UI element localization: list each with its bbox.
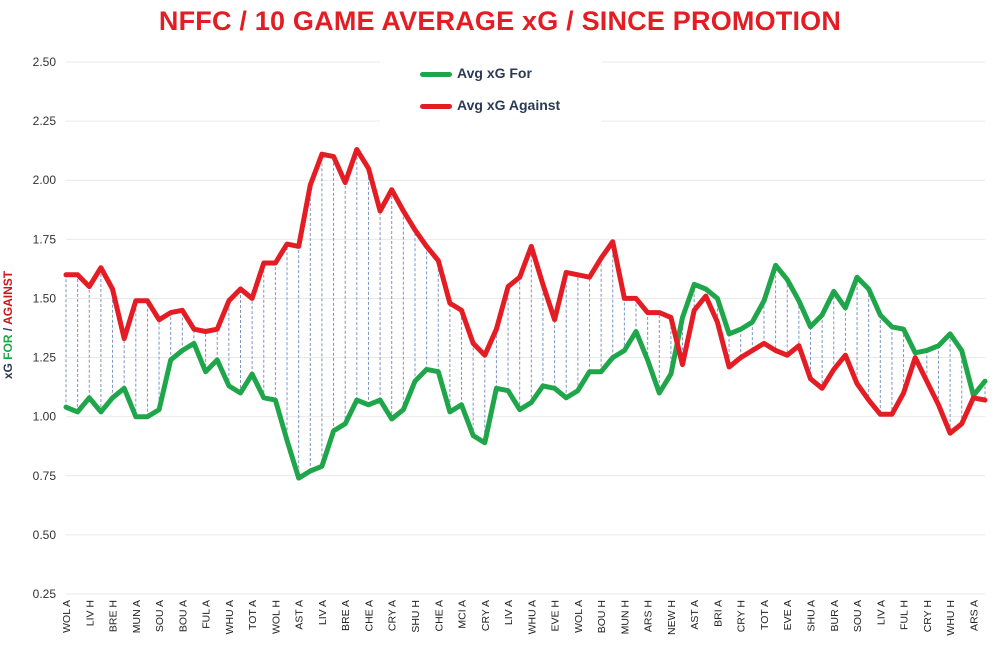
x-tick-label: ARS A	[968, 600, 980, 631]
x-tick-label: ARS H	[643, 600, 655, 632]
x-tick-label: EVE H	[550, 600, 562, 632]
x-tick-label: CHE A	[433, 600, 445, 632]
x-tick-label: WHU A	[224, 600, 236, 634]
x-tick-label: BRI A	[712, 600, 724, 627]
y-tick-label: 2.00	[33, 173, 57, 187]
x-tick-label: CHE A	[363, 600, 375, 632]
x-tick-label: AST A	[294, 600, 306, 630]
series-lines	[63, 147, 988, 481]
x-tick-label: BOU A	[177, 600, 189, 632]
x-tick-label: FUL A	[201, 600, 213, 629]
x-tick-label: CRY A	[387, 600, 399, 631]
y-tick-label: 2.25	[33, 114, 57, 128]
x-tick-label: SOU A	[154, 600, 166, 632]
y-tick-label: 1.75	[33, 232, 57, 246]
y-tick-label: 0.50	[33, 528, 57, 542]
x-tick-label: SHU H	[410, 600, 422, 633]
legend-item-against: Avg xG Against	[457, 97, 561, 113]
series-line-xg-against	[63, 147, 988, 436]
y-tick-label: 1.00	[33, 410, 57, 424]
x-tick-label: MUN A	[131, 600, 143, 633]
x-tick-label: BRE A	[340, 600, 352, 631]
x-tick-label: LIV H	[84, 600, 96, 626]
x-tick-label: WOL A	[61, 600, 73, 633]
x-tick-label: BRE H	[108, 600, 120, 632]
legend: Avg xG For Avg xG Against	[380, 60, 602, 126]
drop-lines	[65, 149, 986, 479]
x-tick-label: MCI A	[457, 600, 469, 629]
legend-swatch-for	[420, 72, 452, 77]
x-tick-label: LIV A	[503, 600, 515, 625]
x-tick-label: BOU H	[596, 600, 608, 633]
x-tick-label: LIV A	[875, 600, 887, 625]
x-axis-ticks: WOL A LIV H BRE H MUN A SOU A BOU A FUL A WHU A…	[61, 600, 980, 636]
x-tick-label: SOU A	[852, 600, 864, 632]
x-tick-label: BUR A	[829, 600, 841, 632]
x-tick-label: AST A	[689, 600, 701, 630]
legend-swatch-against	[420, 104, 452, 109]
x-tick-label: SHU A	[806, 600, 818, 632]
y-tick-label: 0.75	[33, 469, 57, 483]
x-tick-label: FUL H	[899, 600, 911, 630]
x-tick-label: TOT A	[759, 600, 771, 630]
x-tick-label: EVE A	[782, 600, 794, 630]
x-tick-label: WHU A	[526, 600, 538, 634]
y-tick-label: 1.25	[33, 351, 57, 365]
gridlines	[66, 61, 985, 595]
x-tick-label: MUN H	[619, 600, 631, 634]
y-axis-ticks: 0.25 0.50 0.75 1.00 1.25 1.50 1.75 2.00 2.25 2.50	[33, 55, 57, 601]
series-line-xg-for	[63, 262, 988, 481]
x-tick-label: WOL H	[270, 600, 282, 634]
legend-item-for: Avg xG For	[457, 65, 532, 81]
x-tick-label: CRY H	[922, 600, 934, 632]
y-tick-label: 2.50	[33, 55, 57, 69]
x-tick-label: TOT A	[247, 600, 259, 630]
y-tick-label: 0.25	[33, 587, 57, 601]
x-tick-label: WHU H	[945, 600, 957, 636]
x-tick-label: CRY A	[480, 600, 492, 631]
x-tick-label: NEW H	[666, 600, 678, 635]
x-tick-label: CRY H	[736, 600, 748, 632]
x-tick-label: LIV A	[317, 600, 329, 625]
chart-title: NFFC / 10 GAME AVERAGE xG / SINCE PROMOT…	[158, 6, 842, 36]
x-tick-label: WOL A	[573, 600, 585, 633]
y-tick-label: 1.50	[33, 291, 57, 305]
